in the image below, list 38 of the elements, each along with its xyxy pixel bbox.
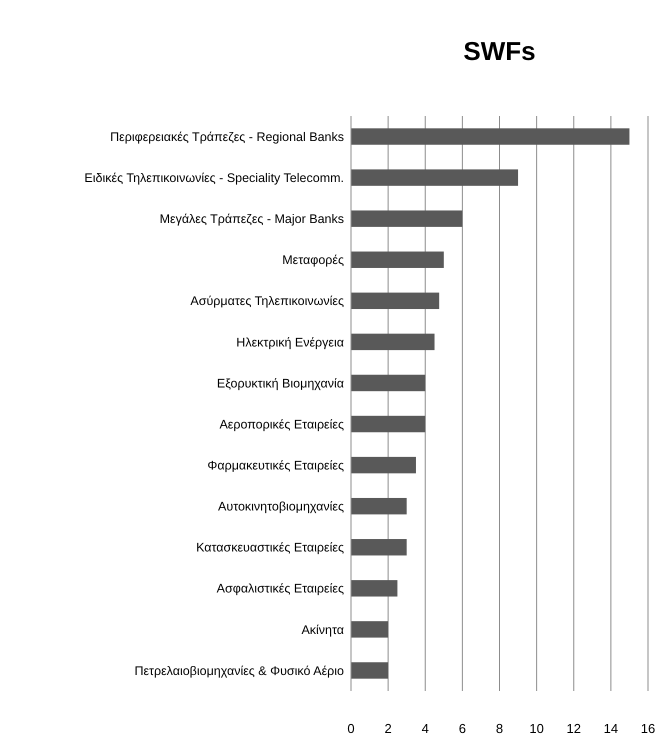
y-tick-label: Κατασκευαστικές Εταιρείες (196, 540, 344, 555)
x-tick-label: 2 (384, 721, 392, 736)
y-tick-label: Ειδικές Τηλεπικοινωνίες - Speciality Telecomm. (84, 170, 344, 185)
bar (351, 374, 426, 392)
bar (351, 456, 416, 474)
x-tick-label: 16 (640, 721, 656, 736)
x-tick-label: 12 (566, 721, 581, 736)
x-tick-label: 0 (347, 721, 355, 736)
x-tick-label: 8 (496, 721, 504, 736)
y-tick-label: Πετρελαιοβιομηχανίες & Φυσικό Αέριο (134, 664, 344, 678)
y-tick-label: Ηλεκτρική Ενέργεια (236, 335, 344, 350)
y-tick-label: Ασφαλιστικές Εταιρείες (216, 582, 344, 596)
bar (351, 252, 444, 268)
x-tick-label: 14 (604, 721, 618, 736)
x-tick-label: 6 (458, 721, 466, 736)
y-tick-label: Φαρμακευτικές Εταιρείες (207, 458, 344, 472)
bar (351, 662, 388, 679)
bar (351, 169, 518, 186)
bar (351, 416, 426, 432)
bar (351, 621, 388, 638)
x-tick-label: 10 (529, 721, 544, 736)
y-tick-label: Εξορυκτική Βιομηχανία (216, 376, 344, 390)
bar (351, 498, 407, 514)
bar (351, 334, 435, 350)
y-tick-label: Αυτοκινητοβιομηχανίες (218, 500, 344, 514)
y-tick-label: Μεταφορές (282, 253, 344, 268)
chart-title: SWFs (463, 36, 536, 66)
bar (351, 128, 630, 145)
y-tick-label: Αεροπορικές Εταιρείες (219, 417, 344, 432)
y-tick-label: Ακίνητα (301, 622, 344, 637)
y-tick-label: Μεγάλες Τράπεζες - Major Banks (160, 212, 344, 226)
y-tick-label: Ασύρματες Τηλεπικοινωνίες (190, 294, 344, 308)
bar (351, 580, 398, 597)
x-tick-label: 4 (422, 721, 429, 736)
bar (351, 210, 462, 227)
bar (351, 292, 440, 310)
y-tick-label: Περιφερειακές Τράπεζες - Regional Banks (110, 130, 344, 144)
bar (351, 539, 407, 556)
